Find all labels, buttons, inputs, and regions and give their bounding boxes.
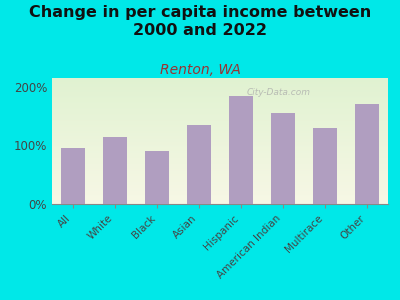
Bar	[230, 96, 252, 204]
Bar	[62, 148, 84, 204]
Text: Change in per capita income between
2000 and 2022: Change in per capita income between 2000…	[29, 4, 371, 38]
Text: Renton, WA: Renton, WA	[160, 63, 240, 77]
Bar	[188, 125, 210, 204]
Bar	[314, 128, 336, 204]
Text: City-Data.com: City-Data.com	[247, 88, 311, 97]
Bar	[146, 151, 168, 204]
Bar	[272, 113, 294, 204]
Bar	[356, 104, 378, 204]
Bar	[104, 136, 126, 204]
